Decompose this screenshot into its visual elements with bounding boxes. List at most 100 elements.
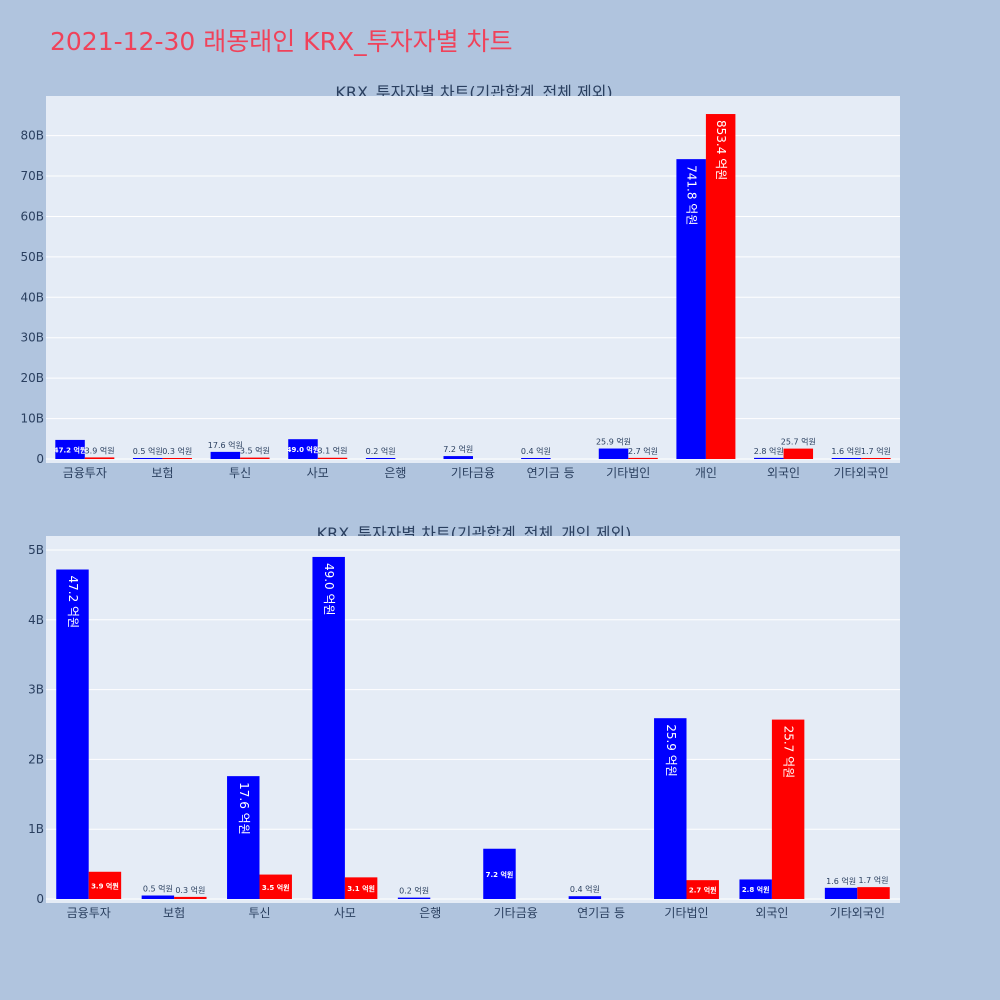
chart-1-data-label: 3.5 억원 (240, 446, 270, 456)
chart-1-plot-area (46, 96, 900, 463)
chart-1-bar (521, 458, 551, 459)
chart-1-ytick-label: 60B (20, 209, 44, 223)
chart-1-data-label: 0.3 억원 (162, 446, 192, 456)
chart-2-bar (56, 569, 89, 899)
chart-2-data-label: 47.2 억원 (66, 576, 80, 629)
chart-1-bar (288, 439, 318, 459)
chart-2-data-label: 3.1 억원 (347, 884, 375, 893)
chart-1-data-label: 0.5 억원 (133, 446, 163, 456)
chart-1-xtick-label: 연기금 등 (527, 466, 575, 480)
chart-1-xtick-label: 외국인 (767, 466, 800, 480)
chart-1-data-label: 25.7 억원 (781, 437, 816, 447)
chart-1-data-label: 853.4 억원 (714, 120, 728, 180)
chart-2-bar (824, 887, 858, 899)
chart-2-bar (857, 887, 890, 899)
chart-1-ytick-label: 10B (20, 412, 44, 426)
chart-2-xtick-label: 사모 (334, 906, 356, 920)
chart-1-data-label: 0.4 억원 (521, 446, 551, 456)
chart-1-bar (443, 456, 473, 459)
chart-2-ytick-label: 3B (28, 683, 44, 697)
chart-1-data-label: 47.2 억원 (54, 445, 87, 454)
chart-2-bar (88, 871, 122, 899)
chart-2-data-label: 17.6 억원 (237, 782, 251, 835)
chart-2-data-label: 3.5 억원 (262, 883, 290, 892)
chart-2-ytick-label: 2B (28, 752, 44, 766)
chart-2-xtick-label: 연기금 등 (577, 906, 625, 920)
chart-1-data-label: 7.2 억원 (443, 444, 473, 454)
chart-1-xtick-label: 기타외국인 (834, 466, 889, 480)
chart-1-data-label: 1.6 억원 (831, 446, 861, 456)
chart-2-xtick-label: 투신 (248, 906, 270, 920)
chart-1-bar (628, 457, 658, 459)
chart-1-ytick-label: 80B (20, 129, 44, 143)
chart-1-xtick-label: 개인 (695, 466, 717, 480)
chart-2-data-label: 0.4 억원 (570, 884, 600, 894)
chart-2-bar (227, 776, 260, 899)
chart-2-data-label: 25.7 억원 (782, 726, 796, 779)
chart-1-bar (598, 448, 629, 459)
chart-1-data-label: 0.2 억원 (366, 446, 396, 456)
chart-2-xtick-label: 기타법인 (664, 906, 708, 920)
chart-1-xtick-label: 보험 (151, 466, 173, 480)
chart-2-xtick-label: 은행 (419, 905, 441, 920)
chart-2-bar (771, 719, 805, 899)
chart-2-bar (397, 897, 431, 899)
chart-1-bar (240, 457, 270, 459)
chart-1-xtick-label: 금융투자 (63, 466, 107, 480)
chart-2-data-label: 25.9 억원 (664, 724, 678, 777)
chart-1-ytick-label: 0 (36, 452, 44, 466)
chart-2-data-label: 0.5 억원 (143, 884, 173, 894)
chart-2-data-label: 2.7 억원 (689, 886, 717, 895)
chart-1-data-label: 2.7 억원 (628, 446, 658, 456)
chart-1-xtick-label: 투신 (229, 466, 251, 480)
chart-1-bar (783, 448, 814, 459)
chart-2-data-label: 2.8 억원 (742, 885, 770, 894)
chart-1-bar (84, 457, 115, 459)
chart-2-data-label: 7.2 억원 (486, 870, 514, 879)
chart-1-data-label: 49.0 억원 (287, 445, 320, 454)
chart-1-bar (210, 451, 241, 459)
chart-2-ytick-label: 4B (28, 613, 44, 627)
chart-1-bar (831, 458, 862, 459)
chart-2-bar (483, 848, 516, 899)
chart-1-data-label: 3.1 억원 (317, 446, 347, 456)
chart-1-data-label: 2.8 억원 (754, 446, 784, 456)
chart-1-bar (676, 159, 706, 459)
chart-1-data-label: 3.9 억원 (85, 445, 115, 455)
chart-1-data-label: 25.9 억원 (596, 437, 631, 447)
chart-2-ytick-label: 0 (36, 892, 44, 906)
chart-1-ytick-label: 30B (20, 331, 44, 345)
chart-1-bar (317, 457, 348, 459)
chart-1-data-label: 741.8 억원 (685, 165, 699, 225)
chart-1-ytick-label: 70B (20, 169, 44, 183)
chart-2-data-label: 0.2 억원 (399, 886, 429, 896)
chart-2-xtick-label: 보험 (163, 906, 185, 920)
chart-2-data-label: 1.6 억원 (826, 876, 856, 886)
chart-2-xtick-label: 외국인 (755, 906, 788, 920)
chart-2-data-label: 0.3 억원 (175, 885, 205, 895)
chart-2-bar (344, 877, 378, 899)
page-title: 2021-12-30 래몽래인 KRX_투자자별 차트 (50, 27, 513, 56)
chart-1-xtick-label: 사모 (307, 466, 329, 480)
chart-2-ytick-label: 1B (28, 822, 44, 836)
chart-2-plot-area (46, 536, 900, 903)
chart-1-bar (162, 458, 192, 459)
chart-2-bar (259, 874, 292, 899)
chart-1-bar (132, 458, 163, 459)
chart-2-data-label: 3.9 억원 (91, 881, 119, 890)
chart-1-xtick-label: 은행 (384, 465, 406, 480)
chart-1-ytick-label: 20B (20, 371, 44, 385)
chart-1-xtick-label: 기타금융 (451, 466, 495, 480)
chart-2-ytick-label: 5B (28, 543, 44, 557)
chart-2-bar (686, 880, 719, 899)
chart-2-xtick-label: 금융투자 (67, 906, 111, 920)
chart-2-bar (654, 718, 687, 899)
chart-1-bar (55, 439, 85, 459)
chart-1-ytick-label: 50B (20, 250, 44, 264)
chart-2-data-label: 1.7 억원 (859, 875, 889, 885)
chart-2-bar (739, 879, 772, 899)
chart-1-xtick-label: 기타법인 (606, 466, 650, 480)
chart-1-data-label: 1.7 억원 (861, 446, 891, 456)
chart-2-bar (141, 895, 175, 899)
